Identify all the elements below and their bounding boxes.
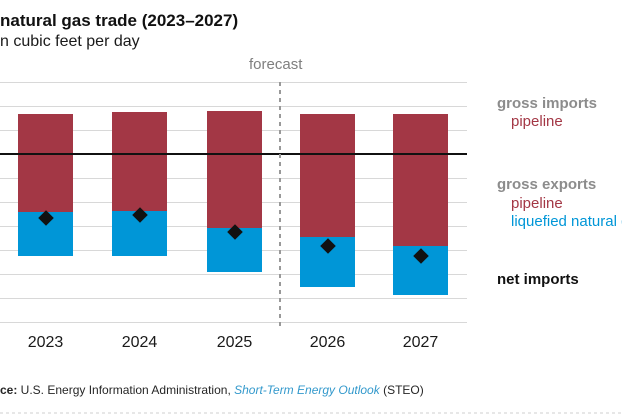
bar-segment-imports-red [112,111,167,154]
legend-header-gross-imports: gross imports [497,95,598,112]
x-axis-label: 2027 [402,334,439,351]
source-body: U.S. Energy Information Administration, [17,383,235,397]
bar-segment-exports-red [112,153,167,212]
grid-line [0,297,467,299]
legend-header-gross-exports: gross exports [497,176,597,193]
bar-segment-exports-red [300,153,355,238]
zero-axis-line [0,152,467,155]
grid-line [0,273,467,275]
bar-segment-imports-red [18,113,73,154]
bottom-separator [0,412,622,414]
bar-segment-exports-red [18,153,73,212]
x-axis-label: 2025 [216,334,253,351]
bar-segment-exports-red [393,153,448,246]
source-note: ce: U.S. Energy Information Administrati… [0,383,424,397]
x-axis-label: 2026 [309,334,346,351]
bar-segment-exports-red [207,153,262,228]
legend-item-imports-pipeline: pipeline [511,113,563,130]
x-axis-label: 2024 [121,334,158,351]
forecast-divider-line [279,81,281,326]
bar-segment-imports-red [300,113,355,154]
legend-item-exports-pipeline: pipeline [511,195,563,212]
bar-segment-imports-red [393,113,448,154]
axis-unit-label: n cubic feet per day [0,33,140,50]
forecast-label: forecast [249,56,303,73]
bar-segment-imports-red [207,111,262,154]
source-link[interactable]: Short-Term Energy Outlook [234,383,380,397]
grid-line [0,321,467,323]
page-title: natural gas trade (2023–2027) [0,11,239,30]
grid-line [0,81,467,83]
legend-item-exports-lng: liquefied natural gas [511,213,622,230]
grid-line [0,105,467,107]
legend-header-net-imports: net imports [497,271,579,288]
x-axis-label: 2023 [27,334,64,351]
source-prefix: ce: [0,383,18,397]
source-suffix: (STEO) [379,383,424,397]
